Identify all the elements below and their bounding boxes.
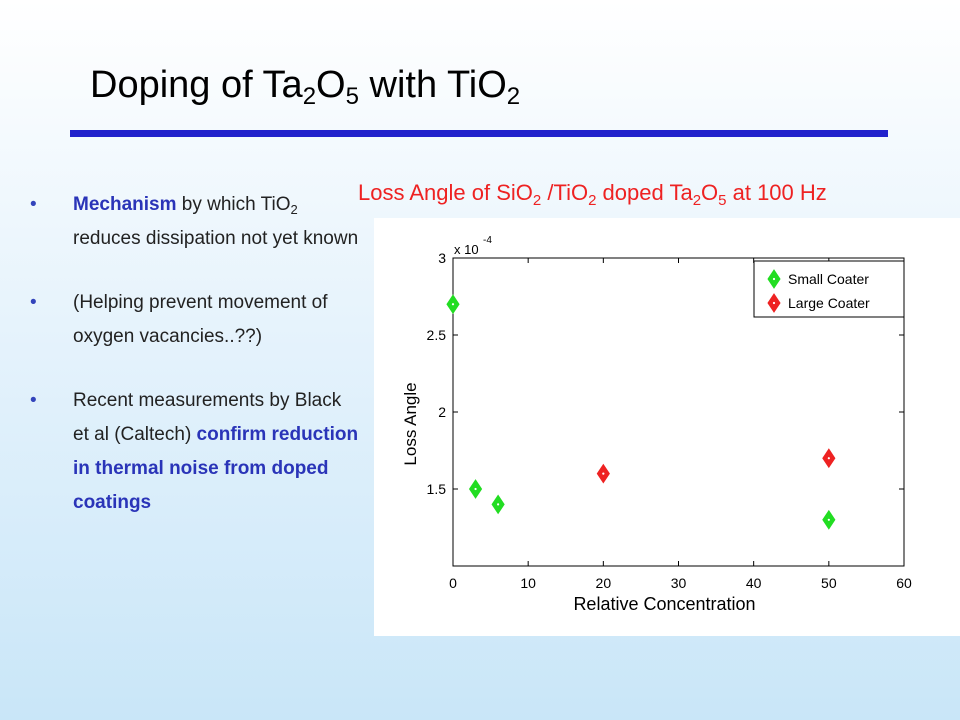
title-text: Doping of Ta (90, 64, 303, 106)
bullet-item: • (Helping prevent movement of oxygen vac… (30, 286, 360, 354)
small-coater-point-center (474, 487, 477, 491)
legend-small-coater-label: Small Coater (788, 271, 869, 287)
chart-title-text: doped Ta (596, 180, 693, 205)
title-subscript: 2 (302, 83, 317, 110)
legend-large-coater-label: Large Coater (788, 295, 870, 311)
bullet-emphasis: Mechanism (73, 194, 177, 215)
title-subscript: 5 (345, 83, 359, 110)
chart-title-subscript: 2 (692, 192, 702, 209)
small-coater-point-center (497, 503, 500, 506)
title-text: with TiO (358, 64, 507, 106)
loss-angle-scatter-chart: 0 10 20 30 40 50 60 1.5 2 2.5 3 x 10 -4 Relative Conc… (401, 235, 912, 614)
x-tick-label: 10 (520, 575, 536, 591)
x-axis-label: Relative Concentration (573, 594, 755, 614)
chart-title-subscript: 2 (588, 192, 597, 209)
bullet-dot-icon: • (30, 292, 37, 313)
chart-title-text: Loss Angle of SiO (358, 180, 533, 205)
legend-box (753, 260, 905, 318)
bullet-subscript: 2 (290, 202, 298, 217)
bullet-text: reduces dissipation not yet known (73, 228, 359, 249)
bullet-item: • Mechanism by which TiO2 reduces dissipa… (30, 188, 360, 256)
bullet-dot-icon: • (30, 390, 37, 411)
title-text: O (316, 64, 346, 106)
chart-panel: 0 10 20 30 40 50 60 1.5 2 2.5 3 x 10 -4 Relative Conc… (374, 218, 960, 636)
slide-title: Doping of Ta2O5 with TiO2 (90, 64, 521, 110)
y-multiplier: x 10 (454, 242, 479, 257)
x-tick-label: 20 (596, 575, 612, 591)
chart-title-subscript: 2 (532, 192, 542, 209)
legend-small-coater-marker-center (772, 277, 776, 281)
title-underline (70, 130, 888, 137)
bullet-text: Recent measurements by Black et al (Calt… (73, 390, 342, 445)
y-tick-label: 3 (438, 250, 446, 266)
y-tick-label: 2.5 (427, 327, 447, 343)
y-multiplier-exponent: -4 (483, 235, 492, 246)
x-tick-label: 0 (449, 575, 457, 591)
x-tick-label: 40 (746, 575, 762, 591)
bullet-dot-icon: • (30, 194, 37, 215)
large-coater-point-center (827, 457, 830, 460)
chart-title-text: O (701, 180, 719, 205)
legend-large-coater-marker-center (772, 301, 776, 305)
chart-title-text: at 100 Hz (726, 180, 827, 205)
x-tick-label: 50 (821, 575, 837, 591)
bullet-item: • Recent measurements by Black et al (Cal… (30, 384, 360, 520)
title-subscript: 2 (506, 83, 521, 110)
large-coater-point-center (602, 472, 605, 475)
chart-title: Loss Angle of SiO2 /TiO2 doped Ta2O5 at … (358, 180, 827, 209)
small-coater-point-center (827, 518, 830, 521)
x-tick-label: 30 (671, 575, 687, 591)
y-tick-label: 1.5 (427, 481, 447, 497)
bullet-text: by which TiO (176, 194, 291, 215)
x-tick-label: 60 (896, 575, 912, 591)
bullet-list: • Mechanism by which TiO2 reduces dissipa… (30, 188, 360, 520)
small-coater-point-center (451, 303, 455, 306)
chart-title-text: /TiO (541, 180, 589, 205)
y-tick-label: 2 (438, 404, 446, 420)
bullet-text: (Helping prevent movement of oxygen vaca… (73, 292, 328, 347)
bullet-emphasis: confirm reduction in thermal noise from … (73, 424, 359, 513)
chart-title-subscript: 5 (718, 192, 727, 209)
y-axis-label: Loss Angle (401, 382, 420, 465)
